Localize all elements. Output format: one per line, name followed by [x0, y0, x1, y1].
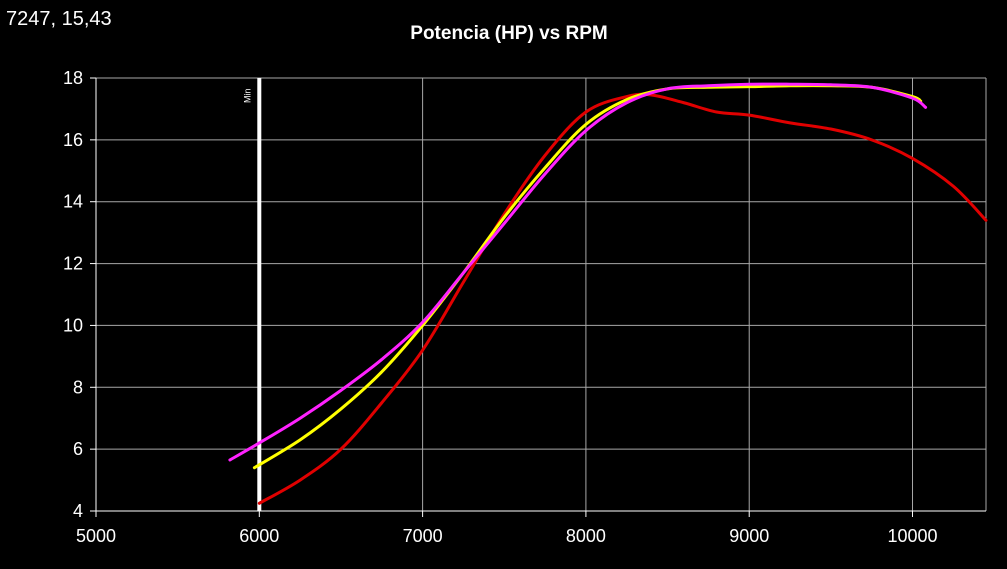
y-tick-label: 18: [63, 68, 83, 88]
y-tick-label: 4: [73, 501, 83, 521]
y-tick-label: 10: [63, 315, 83, 335]
x-tick-label: 9000: [729, 526, 769, 546]
y-tick-label: 6: [73, 439, 83, 459]
x-tick-label: 8000: [566, 526, 606, 546]
series-line-1: [257, 92, 988, 505]
chart-axes: [90, 77, 986, 517]
tick-labels: 4 6 8 10 12 14 16 18 5000 6000 7000 8000 9000 10000: [63, 68, 938, 546]
min-marker-label: Min: [242, 88, 252, 103]
min-rpm-marker[interactable]: Min: [242, 78, 262, 511]
x-tick-label: 6000: [239, 526, 279, 546]
x-tick-label: 5000: [76, 526, 116, 546]
cursor-readout: 7247, 15,43: [6, 8, 112, 30]
y-tick-label: 14: [63, 192, 83, 212]
series-line-2: [252, 84, 923, 470]
y-tick-label: 12: [63, 254, 83, 274]
chart-series: [228, 82, 988, 505]
x-tick-label: 10000: [887, 526, 937, 546]
y-tick-label: 8: [73, 377, 83, 397]
chart-title: Potencia (HP) vs RPM: [410, 23, 607, 44]
x-tick-label: 7000: [403, 526, 443, 546]
series-line-3: [228, 82, 928, 462]
y-tick-label: 16: [63, 130, 83, 150]
chart-grid: [96, 77, 987, 512]
